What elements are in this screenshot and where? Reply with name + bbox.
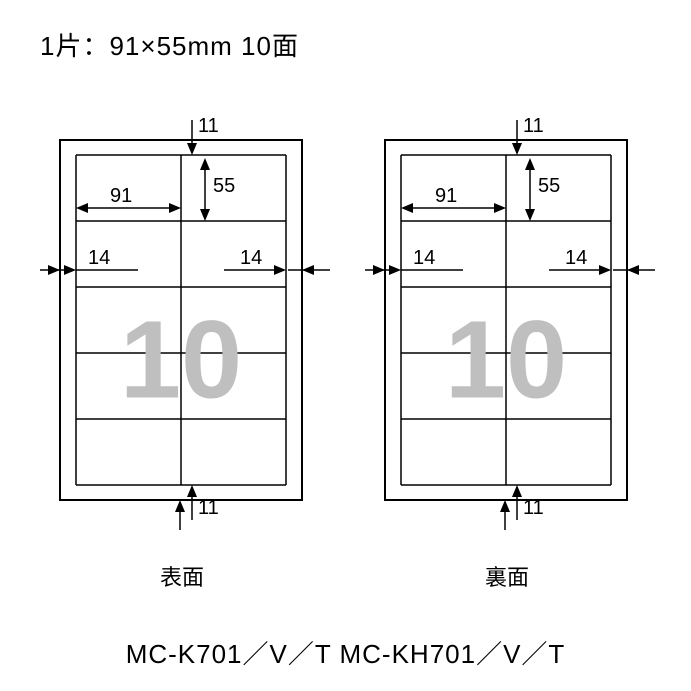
sheet-label-back: 裏面 [485,560,529,592]
svg-text:91: 91 [435,185,457,207]
big-number-front: 10 [120,299,242,422]
svg-text:11: 11 [523,115,544,137]
dim-right-margin-2: 14 [549,247,655,275]
dim-left-margin: 14 [40,247,138,275]
big-number-back: 10 [445,299,567,422]
product-codes: MC-K701／V／T MC-KH701／V／T [0,634,691,671]
sheet-diagram-front: 10 11 55 91 14 14 11 [40,100,340,540]
dim-card-width-2: 91 [401,185,506,213]
dim-bottom-margin-2: 11 [500,485,544,530]
svg-text:14: 14 [88,247,110,269]
svg-text:11: 11 [198,497,219,519]
svg-text:14: 14 [240,247,262,269]
dim-card-height: 55 [200,158,235,221]
sheet-label-front: 表面 [160,560,204,592]
svg-text:11: 11 [523,497,544,519]
dim-card-height-2: 55 [525,158,560,221]
dim-left-margin-2: 14 [365,247,463,275]
dim-right-margin: 14 [224,247,330,275]
page-title: 1片：91×55mm 10面 [40,26,299,63]
sheet-diagram-back: 10 11 55 91 14 14 11 [365,100,665,540]
svg-text:55: 55 [538,175,560,197]
svg-text:14: 14 [565,247,587,269]
svg-text:55: 55 [213,175,235,197]
dim-top-margin: 11 [187,115,219,155]
dim-bottom-margin: 11 [175,485,219,530]
svg-text:91: 91 [110,185,132,207]
dim-top-margin-2: 11 [512,115,544,155]
dim-card-width: 91 [76,185,181,213]
svg-text:11: 11 [198,115,219,137]
svg-text:14: 14 [413,247,435,269]
